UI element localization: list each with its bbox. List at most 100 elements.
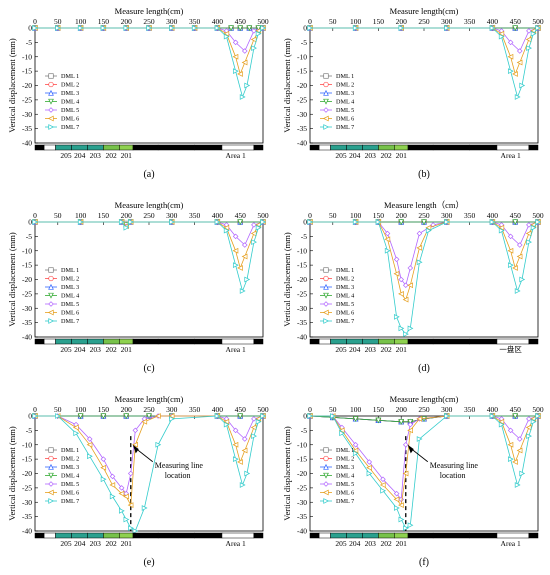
data-point [123,493,129,500]
chart-panel-4: Measure length（cm） Vertical displacement … [282,200,544,374]
sector-block [378,144,395,151]
x-tick-label: 0 [33,211,37,220]
sector-label: 202 [381,151,393,160]
data-point [123,413,130,420]
data-point [214,413,221,419]
x-tick-label: 100 [350,405,362,414]
x-tick-label: 50 [329,211,337,220]
sector-block [87,338,104,345]
data-point [384,236,391,243]
data-point [393,314,400,320]
sector-block [194,338,223,345]
sector-block [253,338,264,345]
x-tick-label: 0 [308,405,312,414]
data-point [77,219,84,225]
data-point [519,82,526,89]
y-tick-label: 0 [303,412,307,421]
y-tick-label: -30 [22,110,32,119]
annotation-text-line1: Measuring line [430,461,479,470]
y-tick-label: -40 [297,333,307,342]
data-point [507,441,514,448]
sector-block [346,144,363,151]
data-point [516,436,523,442]
data-point [255,25,262,32]
legend-marker [48,275,54,282]
data-point [251,28,257,34]
data-point [128,219,134,225]
data-point [237,219,244,226]
sector-block [318,532,331,539]
data-point [123,516,130,523]
data-point [239,94,246,100]
x-tick-label: 50 [54,211,62,220]
data-point [169,416,175,422]
sector-label: 203 [365,345,377,354]
sector-block [119,338,134,345]
legend-marker [323,89,329,96]
y-axis-label: Vertical displacement (mm) [282,38,292,133]
data-point [507,68,514,74]
data-point [127,502,134,508]
x-tick-label: 400 [212,211,224,220]
legend-entry: DML 7 [336,498,354,505]
data-point [407,427,413,434]
x-tick-label: 150 [373,211,385,220]
legend-marker [323,275,329,282]
data-point [100,413,107,420]
data-point [403,525,409,531]
sector-label: 203 [365,539,377,548]
x-tick-label: 100 [75,405,87,414]
legend-entry: DML 2 [336,456,354,463]
data-point [398,419,405,425]
data-point [489,413,496,419]
legend-marker [323,318,330,324]
legend-entry: DML 4 [336,473,354,480]
sector-label: Area 1 [226,345,246,354]
legend-marker [323,455,329,462]
x-tick-label: 450 [235,17,247,26]
x-tick-label: 500 [257,405,269,414]
y-tick-label: -10 [22,246,32,255]
sector-label: 201 [396,539,408,548]
x-tick-label: 200 [121,405,133,414]
data-point [407,265,414,271]
data-point [352,441,359,448]
legend-marker [322,115,329,122]
y-tick-label: -20 [22,275,32,284]
legend-entry: DML 1 [336,267,354,274]
data-point [118,219,125,225]
data-point [535,25,542,31]
x-tick-label: 250 [143,17,155,26]
legend-entry: DML 4 [336,99,354,106]
sector-label: 204 [74,151,86,160]
sector-label: 205 [60,345,72,354]
legend-entry: DML 4 [61,293,79,300]
x-tick-label: 200 [396,405,408,414]
data-point [444,413,450,419]
data-point [407,421,414,428]
data-point [530,30,537,37]
x-tick-label: 250 [143,211,155,220]
x-axis-label: Measure length（cm） [384,200,464,210]
data-point [155,413,161,419]
data-point [169,219,175,225]
data-point [246,25,253,32]
legend-marker [48,267,54,273]
data-point [141,505,148,511]
data-point [498,418,505,425]
data-point [444,219,450,225]
legend-entry: DML 5 [336,107,354,114]
data-point [512,265,518,271]
sector-label: Area 1 [501,539,521,548]
sector-block [496,144,530,151]
data-point [214,25,221,31]
legend-entry: DML 5 [336,301,354,308]
data-point [498,227,505,234]
y-tick-label: -25 [22,289,32,298]
legend-marker [48,283,54,290]
data-point [32,25,39,31]
y-tick-label: -35 [22,318,32,327]
x-tick-label: 400 [487,17,499,26]
legend-marker [323,124,330,130]
